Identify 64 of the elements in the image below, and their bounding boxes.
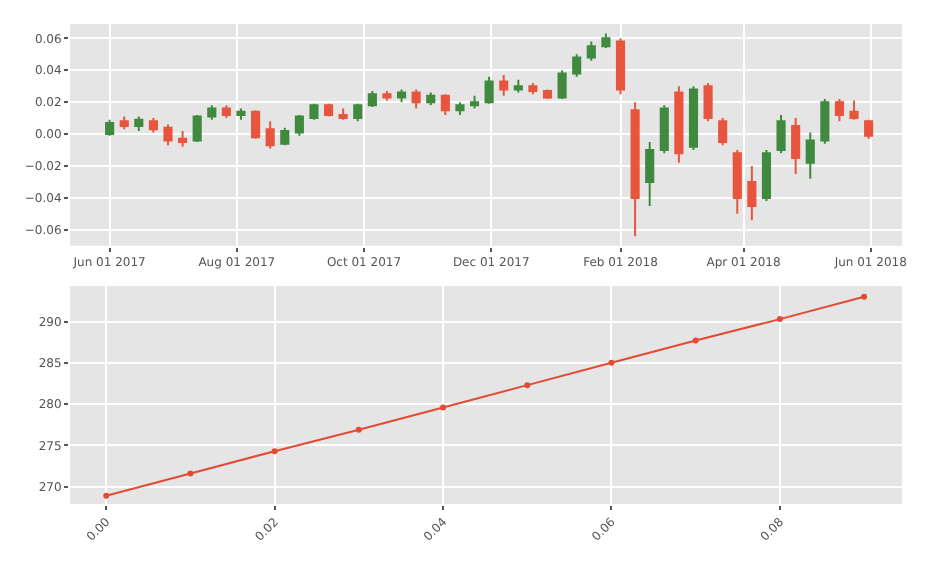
candlestick [528,82,538,96]
point [692,337,699,344]
candlestick [455,101,465,116]
point [776,316,783,323]
candlestick [338,107,348,121]
candlestick [776,113,786,155]
candlestick [630,101,640,238]
point [861,293,868,300]
candlestick [367,90,377,108]
candlestick [163,123,173,147]
candlestick [221,104,231,120]
candlestick [805,131,815,180]
candlestick [542,88,553,100]
candlestick [178,129,188,148]
candlestick [703,82,713,123]
line-series [103,293,868,499]
point [440,404,447,411]
candlestick [645,141,655,207]
candlestick [791,117,801,175]
candlestick [207,104,217,121]
point [355,426,362,433]
candlestick [134,115,144,132]
candlestick [674,85,684,164]
point [524,382,531,389]
point [187,470,194,477]
candlestick [484,75,494,105]
candlestick [820,97,830,145]
point [271,448,278,455]
candlestick [353,102,363,123]
candlestick [440,93,450,116]
candlestick [148,117,158,134]
candlestick [265,120,275,150]
candlestick [601,32,611,49]
candlestick [294,113,304,137]
candlestick [251,109,261,140]
candlestick [659,104,669,155]
candlestick [236,107,246,121]
candlestick [192,113,202,144]
point [608,359,615,366]
candlestick [718,117,728,147]
candlestick [426,91,436,107]
candlestick [382,90,392,102]
candlestick [557,69,567,100]
candlestick [688,85,699,152]
candlestick [615,37,626,96]
candlestick [324,102,334,118]
candlestick [499,74,509,97]
candlestick [280,126,290,147]
candlestick [834,97,845,123]
candlestick [469,94,480,110]
candlestick [105,118,115,137]
candlestick [747,165,757,222]
candlestick [732,149,742,215]
candlestick [513,78,523,94]
candlestick [849,99,859,121]
point [103,492,110,499]
candlestick [864,118,874,140]
candlestick [411,88,421,110]
candlestick [572,53,582,78]
candlestick [396,88,407,104]
candlestick [119,115,129,131]
candlestick [761,149,772,203]
candlestick [309,102,319,121]
candlestick [586,40,596,62]
